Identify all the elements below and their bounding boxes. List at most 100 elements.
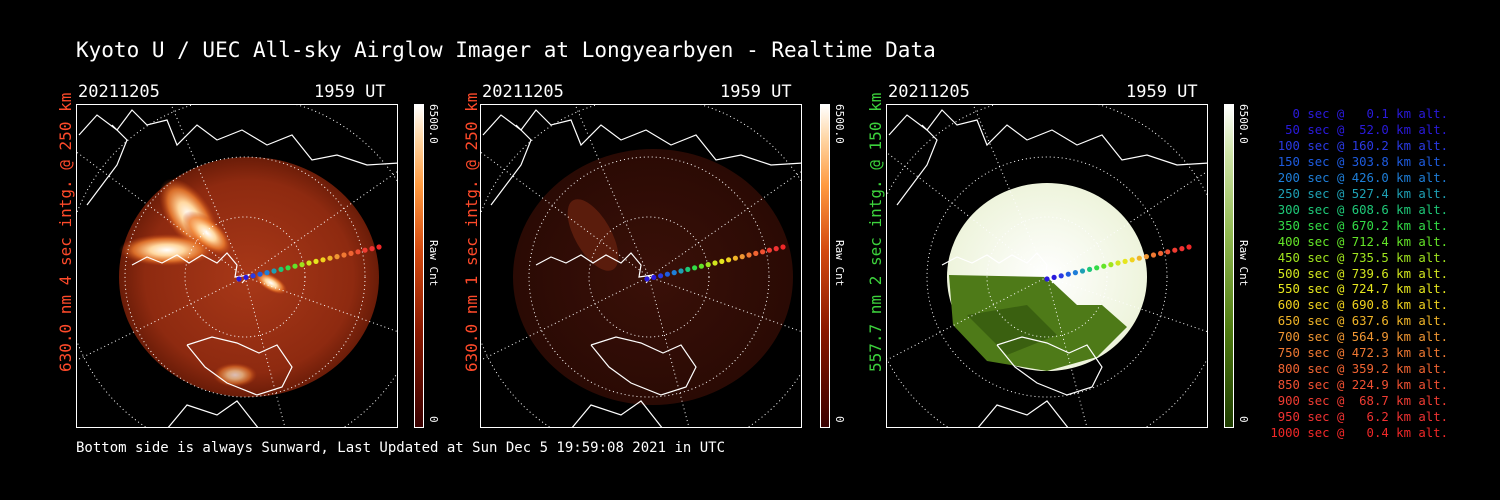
legend-entry: 350 sec @ 670.2 km alt. — [1277, 218, 1448, 233]
trajectory-point — [306, 260, 312, 266]
panel-1-date: 20211205 — [78, 82, 160, 102]
panel-3-image — [886, 104, 1208, 428]
panel-3-label: 557.7 nm 2 sec intg. @ 150 km — [866, 92, 885, 372]
trajectory-legend: 0 sec @ 0.1 km alt. 50 sec @ 52.0 km alt.… — [1262, 107, 1448, 442]
trajectory-point — [698, 263, 704, 269]
legend-entry: 750 sec @ 472.3 km alt. — [1277, 346, 1448, 361]
trajectory-point — [1065, 271, 1071, 277]
trajectory-point — [1186, 244, 1192, 250]
legend-entry: 250 sec @ 527.4 km alt. — [1277, 186, 1448, 201]
legend-entry: 300 sec @ 608.6 km alt. — [1277, 202, 1448, 217]
panel-1-image — [76, 104, 398, 428]
legend-entry: 550 sec @ 724.7 km alt. — [1277, 282, 1448, 297]
panel-2-label: 630.0 nm 1 sec intg. @ 250 km — [462, 92, 481, 372]
footer-status: Bottom side is always Sunward, Last Upda… — [76, 440, 726, 456]
legend-entry: 650 sec @ 637.6 km alt. — [1277, 314, 1448, 329]
panel-1-colorbar-unit: Raw Cnt — [427, 240, 440, 287]
legend-entry: 1000 sec @ 0.4 km alt. — [1270, 426, 1448, 441]
panel-2-colorbar-max: 6500.0 — [833, 104, 846, 144]
trajectory-point — [760, 249, 766, 255]
trajectory-point — [1136, 255, 1142, 261]
panel-3-date: 20211205 — [888, 82, 970, 102]
trajectory-point — [1129, 257, 1135, 263]
trajectory-point — [664, 271, 670, 277]
legend-entry: 700 sec @ 564.9 km alt. — [1277, 330, 1448, 345]
panel-2-colorbar — [820, 104, 830, 428]
legend-entry: 50 sec @ 52.0 km alt. — [1285, 122, 1448, 137]
panel-2-colorbar-unit: Raw Cnt — [833, 240, 846, 287]
trajectory-point — [327, 255, 333, 261]
trajectory-point — [780, 244, 786, 250]
trajectory-point — [678, 268, 684, 274]
trajectory-point — [320, 257, 326, 263]
trajectory-point — [1179, 246, 1185, 252]
trajectory-point — [257, 271, 263, 277]
trajectory-point — [1108, 262, 1114, 268]
page-title: Kyoto U / UEC All-sky Airglow Imager at … — [76, 38, 936, 62]
trajectory-point — [1101, 263, 1107, 269]
trajectory-point — [685, 266, 691, 272]
trajectory-point — [278, 266, 284, 272]
trajectory-point — [1087, 266, 1093, 272]
trajectory-point — [1044, 276, 1050, 282]
trajectory-point — [243, 274, 249, 280]
trajectory-point — [369, 246, 375, 252]
trajectory-point — [719, 258, 725, 264]
trajectory-point — [1165, 249, 1171, 255]
trajectory-point — [348, 250, 354, 256]
panel-3-time: 1959 UT — [1126, 82, 1198, 102]
trajectory-point — [1072, 270, 1078, 276]
legend-entry: 600 sec @ 690.8 km alt. — [1277, 298, 1448, 313]
trajectory-point — [1172, 247, 1178, 253]
legend-entry: 400 sec @ 712.4 km alt. — [1277, 234, 1448, 249]
panel-2-image — [480, 104, 802, 428]
trajectory-point — [341, 252, 347, 258]
trajectory-point — [1122, 258, 1128, 264]
trajectory-point — [739, 254, 745, 260]
trajectory-point — [1115, 260, 1121, 266]
trajectory-point — [285, 265, 291, 271]
legend-entry: 900 sec @ 68.7 km alt. — [1277, 394, 1448, 409]
panel-1-time: 1959 UT — [314, 82, 386, 102]
trajectory-point — [362, 247, 368, 253]
trajectory-point — [692, 265, 698, 271]
panel-1-colorbar-max: 6500.0 — [427, 104, 440, 144]
trajectory-point — [299, 262, 305, 268]
trajectory-point — [236, 276, 242, 282]
panel-1-label: 630.0 nm 4 sec intg. @ 250 km — [56, 92, 75, 372]
panel-3-colorbar-min: 0 — [1237, 416, 1250, 423]
trajectory-point — [271, 268, 277, 274]
trajectory-point — [1143, 254, 1149, 260]
legend-entry: 0 sec @ 0.1 km alt. — [1292, 107, 1448, 121]
legend-entry: 450 sec @ 735.5 km alt. — [1277, 250, 1448, 265]
trajectory-point — [355, 249, 361, 255]
trajectory-point — [651, 274, 657, 280]
legend-entry: 500 sec @ 739.6 km alt. — [1277, 266, 1448, 281]
trajectory-point — [746, 252, 752, 258]
trajectory-point — [1051, 274, 1057, 280]
trajectory-point — [313, 258, 319, 264]
trajectory-point — [753, 250, 759, 256]
trajectory-point — [292, 263, 298, 269]
trajectory-point — [376, 244, 382, 250]
legend-entry: 100 sec @ 160.2 km alt. — [1277, 138, 1448, 153]
panel-3-colorbar-unit: Raw Cnt — [1237, 240, 1250, 287]
trajectory-point — [712, 260, 718, 266]
panel-1-colorbar-min: 0 — [427, 416, 440, 423]
trajectory-point — [658, 273, 664, 279]
legend-entry: 150 sec @ 303.8 km alt. — [1277, 154, 1448, 169]
legend-entry: 200 sec @ 426.0 km alt. — [1277, 170, 1448, 185]
trajectory-point — [1079, 268, 1086, 274]
panel-3-colorbar — [1224, 104, 1234, 428]
trajectory-point — [705, 262, 711, 268]
trajectory-point — [671, 270, 677, 276]
legend-entry: 800 sec @ 359.2 km alt. — [1277, 362, 1448, 377]
trajectory-point — [766, 247, 772, 253]
trajectory-point — [334, 254, 340, 260]
trajectory-point — [726, 257, 732, 263]
trajectory-point — [1158, 250, 1164, 256]
trajectory-point — [1150, 252, 1157, 258]
trajectory-point — [732, 255, 738, 261]
panel-2-date: 20211205 — [482, 82, 564, 102]
panel-3-colorbar-max: 6500.0 — [1237, 104, 1250, 144]
